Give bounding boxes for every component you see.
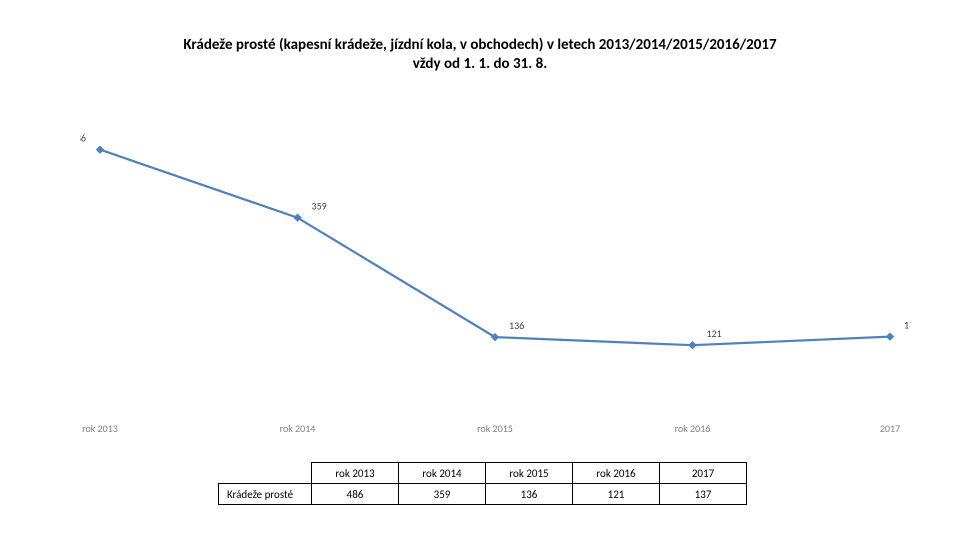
table-col-2: rok 2015 (486, 463, 573, 484)
table-cell-1: 359 (399, 484, 486, 505)
title-line-2: vždy od 1. 1. do 31. 8. (413, 55, 547, 73)
table-row: Krádeže prosté 486 359 136 121 137 (219, 484, 747, 505)
chart-data-label: 486 (80, 132, 86, 145)
chart-x-label: rok 2013 (82, 422, 118, 435)
chart-line (100, 150, 890, 346)
chart-data-label: 359 (312, 200, 327, 213)
table-header-row: rok 2013 rok 2014 rok 2015 rok 2016 2017 (219, 463, 747, 484)
table-col-4: 2017 (660, 463, 747, 484)
chart-data-label: 137 (904, 319, 910, 332)
chart-x-label: 2017 (880, 422, 900, 435)
table-corner-cell (219, 463, 312, 484)
data-table: rok 2013 rok 2014 rok 2015 rok 2016 2017… (218, 462, 747, 505)
table-col-1: rok 2014 (399, 463, 486, 484)
chart-marker (97, 146, 104, 153)
table-row-label: Krádeže prosté (219, 484, 312, 505)
table-col-0: rok 2013 (312, 463, 399, 484)
table-col-3: rok 2016 (573, 463, 660, 484)
chart-x-label: rok 2014 (280, 422, 316, 435)
table-cell-2: 136 (486, 484, 573, 505)
table-cell-4: 137 (660, 484, 747, 505)
table-cell-0: 486 (312, 484, 399, 505)
chart-x-label: rok 2016 (675, 422, 711, 435)
chart-title: Krádeže prosté (kapesní krádeže, jízdní … (0, 36, 960, 74)
chart-marker (689, 342, 696, 349)
title-line-1: Krádeže prosté (kapesní krádeže, jízdní … (183, 36, 776, 54)
chart-data-label: 136 (509, 319, 524, 332)
chart-x-label: rok 2015 (477, 422, 513, 435)
chart-marker (887, 333, 894, 340)
chart-data-label: 121 (707, 327, 722, 340)
line-chart: 486 359 136 121 137 rok 2013 rok 2014 rok 2015 r… (80, 100, 910, 445)
table-cell-3: 121 (573, 484, 660, 505)
